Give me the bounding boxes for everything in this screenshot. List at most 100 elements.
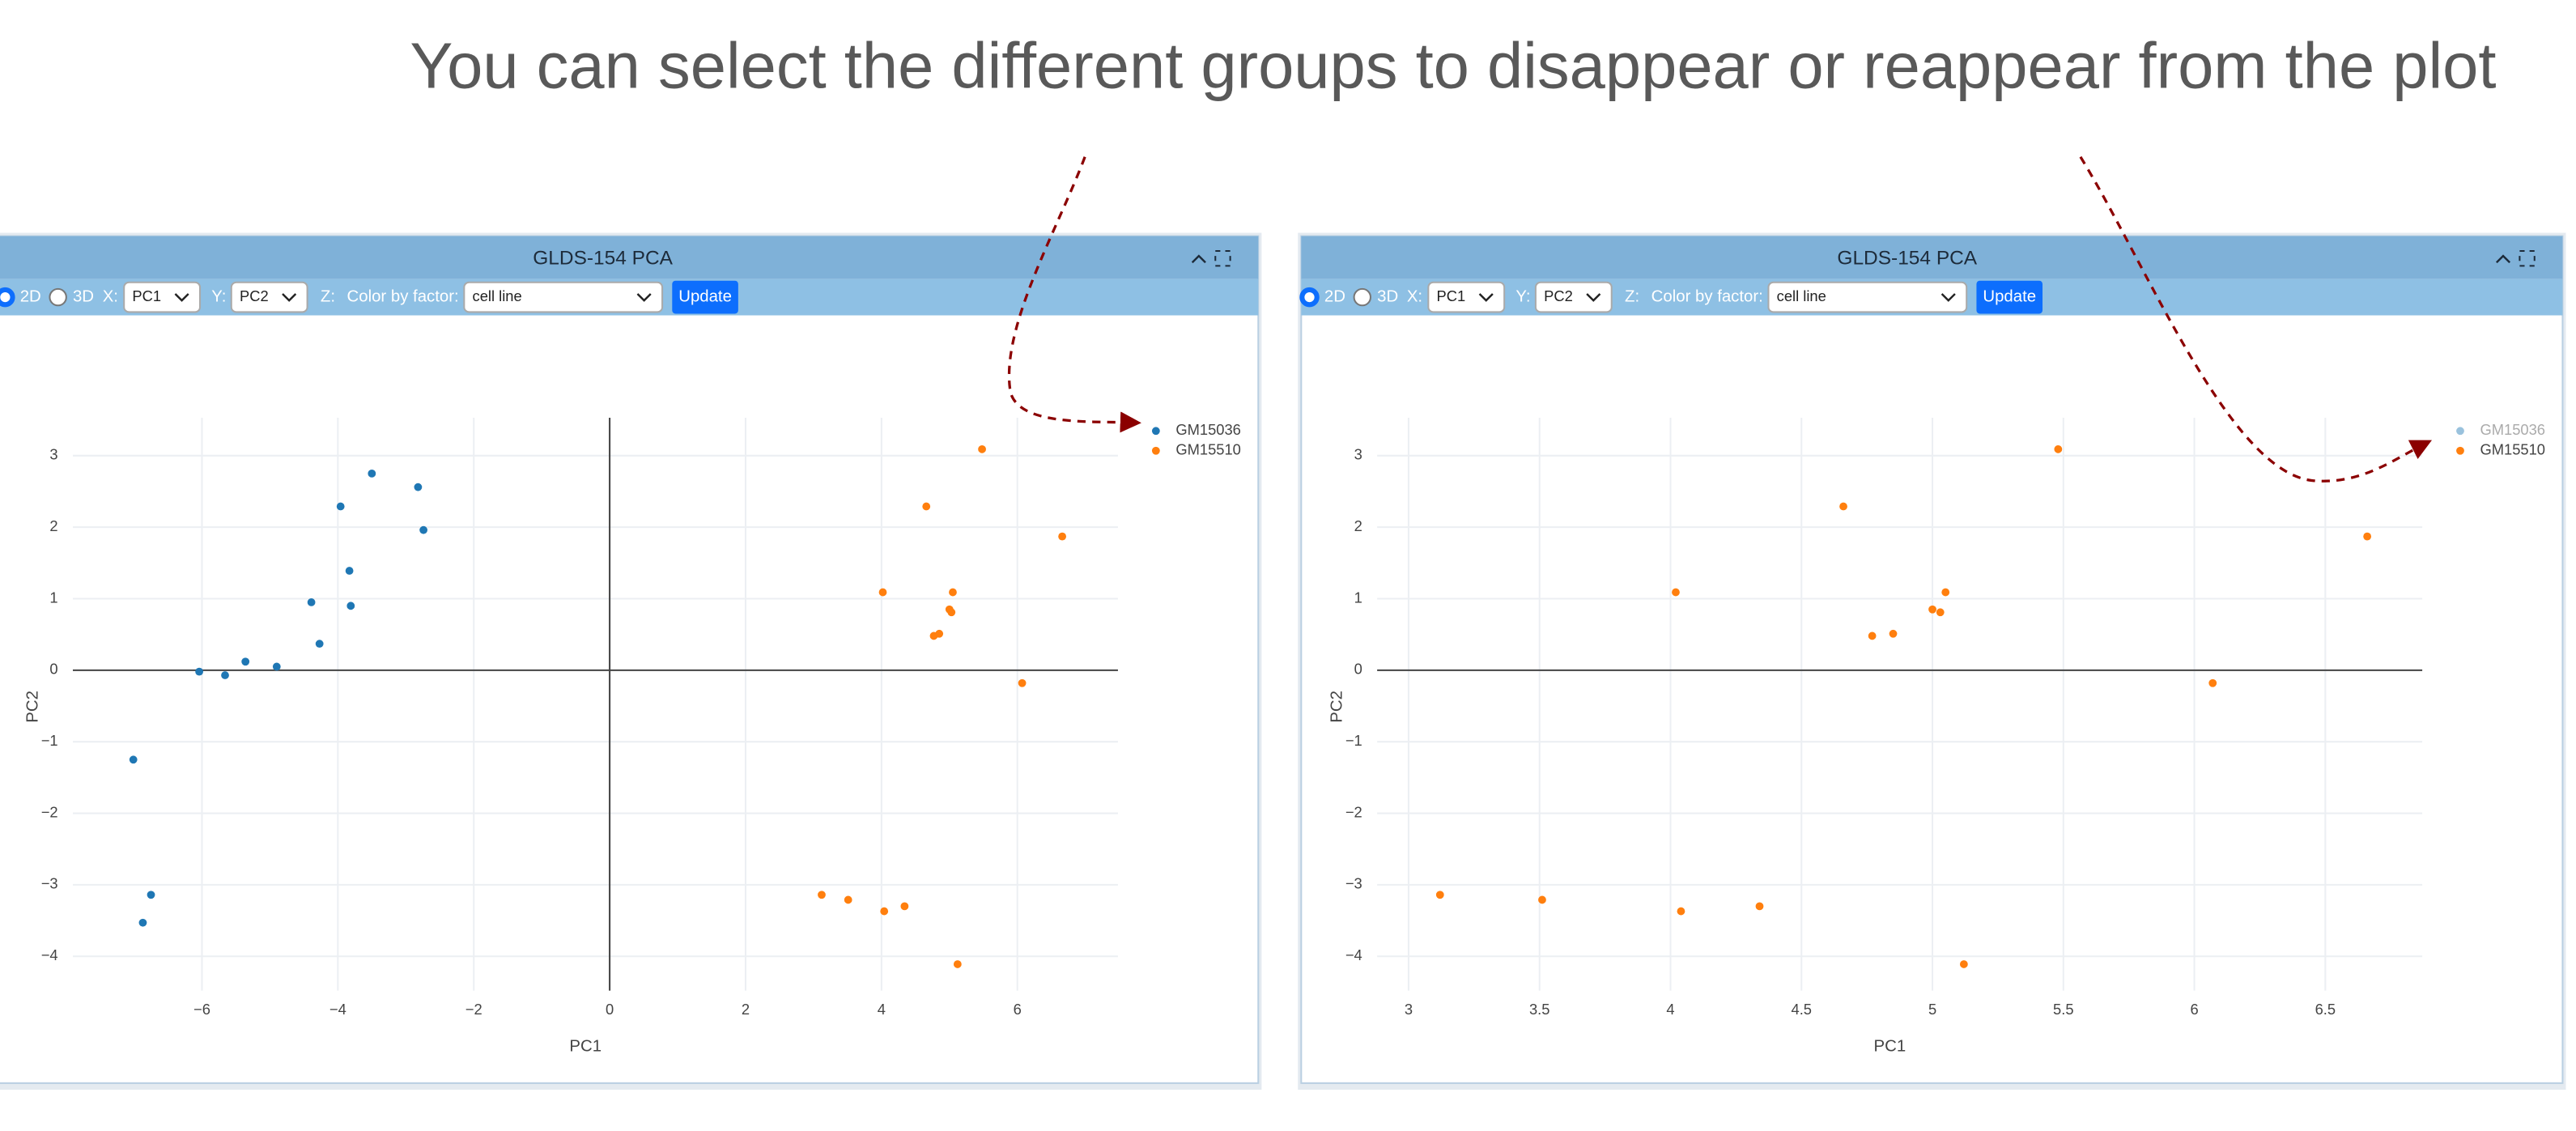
x-tick-label: 3: [1405, 1001, 1413, 1018]
point: [1672, 588, 1680, 597]
y-tick-label: −2: [41, 803, 58, 820]
color-select-value: cell line: [473, 287, 522, 304]
point: [1018, 678, 1027, 687]
panel: GLDS-154 PCA 2D 3D X: PC1 Y: PC2 Z: Color by fac…: [0, 232, 1262, 1091]
y-tick-label: 2: [49, 517, 57, 534]
z-label: Z:: [1625, 287, 1639, 305]
y-tick-label: −4: [1345, 946, 1362, 963]
x-tick-label: −6: [193, 1001, 210, 1018]
point: [138, 918, 147, 927]
y-select[interactable]: [1534, 281, 1613, 313]
legend-label[interactable]: GM15510: [2480, 441, 2545, 458]
legend-marker[interactable]: [1151, 427, 1160, 436]
y-tick-label: 1: [1354, 589, 1362, 606]
y-select-value: PC2: [1544, 287, 1573, 304]
point: [1435, 891, 1444, 899]
radio-3d-label: 3D: [73, 287, 94, 305]
point: [241, 657, 250, 666]
point: [346, 602, 355, 610]
arrow: [1007, 156, 1141, 433]
y-tick-label: 1: [49, 589, 57, 606]
y-label: Y:: [211, 287, 226, 305]
point: [307, 598, 316, 606]
radio-2d-label: 2D: [1324, 287, 1345, 305]
x-tick-label: 6: [2190, 1001, 2198, 1018]
point: [129, 755, 138, 764]
legend-marker[interactable]: [1151, 446, 1160, 455]
radio-3d[interactable]: [1353, 287, 1371, 307]
point: [1538, 895, 1546, 904]
legend-marker[interactable]: [2456, 446, 2464, 455]
color-select[interactable]: [463, 281, 664, 313]
y-tick-label: 0: [1354, 661, 1362, 678]
point: [935, 629, 944, 638]
radio-2d[interactable]: [1299, 287, 1320, 308]
color-label: Color by factor:: [347, 287, 459, 305]
update-button[interactable]: [672, 280, 738, 314]
color-select[interactable]: [1767, 281, 1968, 313]
panel-body: [0, 235, 1260, 1084]
update-button[interactable]: [1976, 280, 2043, 314]
point: [947, 608, 956, 617]
legend-label[interactable]: GM15036: [2480, 421, 2545, 438]
x-tick-label: 3.5: [1529, 1001, 1550, 1018]
fullscreen-icon[interactable]: [1214, 249, 1231, 267]
point: [336, 502, 345, 511]
y-select[interactable]: [230, 281, 308, 313]
point: [949, 588, 957, 597]
point: [147, 891, 155, 899]
legend-label[interactable]: GM15510: [1175, 441, 1241, 458]
y-tick-label: −2: [1345, 803, 1362, 820]
panel-title: GLDS-154 PCA: [1837, 248, 1977, 270]
heading: You can select the different groups to d…: [410, 30, 2496, 102]
update-button-label: Update: [1983, 287, 2036, 305]
point: [1936, 608, 1945, 617]
x-tick-label: 5.5: [2053, 1001, 2074, 1018]
radio-3d-label: 3D: [1377, 287, 1398, 305]
color-select-caret: [1941, 293, 1956, 302]
point: [414, 483, 423, 491]
x-label: X:: [103, 287, 118, 305]
x-select-caret: [1478, 293, 1494, 302]
x-label: X:: [1407, 287, 1422, 305]
y-tick-label: −3: [1345, 875, 1362, 892]
y-select-value: PC2: [240, 287, 269, 304]
point: [1755, 902, 1764, 911]
point: [2054, 444, 2063, 453]
chart: −6 −4 −2 0 2 4 6 −4 −3 −2 −1 0 1 2 3 PC1 PC2 GM15036 GM155…: [23, 417, 1241, 1055]
radio-3d[interactable]: [49, 287, 67, 307]
x-tick-label: 0: [606, 1001, 614, 1018]
y-tick-label: −1: [41, 732, 58, 749]
x-axis-label: PC1: [569, 1037, 601, 1055]
point: [880, 907, 889, 916]
x-tick-label: 4: [1666, 1001, 1674, 1018]
x-tick-label: −2: [465, 1001, 482, 1018]
fullscreen-icon[interactable]: [2519, 249, 2536, 267]
y-axis-label: PC2: [23, 691, 41, 723]
y-tick-label: −3: [41, 875, 58, 892]
legend-marker[interactable]: [2456, 427, 2464, 436]
x-axis-label: PC1: [1874, 1037, 1906, 1055]
point: [221, 671, 229, 679]
point: [1058, 532, 1067, 541]
radio-2d-label: 2D: [20, 287, 41, 305]
y-axis-label: PC2: [1328, 691, 1346, 723]
arrow: [2079, 155, 2433, 483]
point: [272, 662, 281, 671]
point: [1959, 960, 1968, 968]
point: [345, 567, 354, 575]
collapse-icon[interactable]: [1191, 254, 1206, 264]
legend-label[interactable]: GM15036: [1175, 421, 1241, 438]
x-select[interactable]: [1427, 281, 1506, 313]
collapse-icon[interactable]: [2495, 254, 2511, 264]
point: [1941, 588, 1950, 597]
color-select-value: cell line: [1777, 287, 1826, 304]
color-label: Color by factor:: [1651, 287, 1763, 305]
radio-2d[interactable]: [0, 287, 15, 308]
x-tick-label: 2: [742, 1001, 750, 1018]
x-select[interactable]: [123, 281, 202, 313]
x-tick-label: 6.5: [2315, 1001, 2336, 1018]
color-select-caret: [636, 293, 652, 302]
